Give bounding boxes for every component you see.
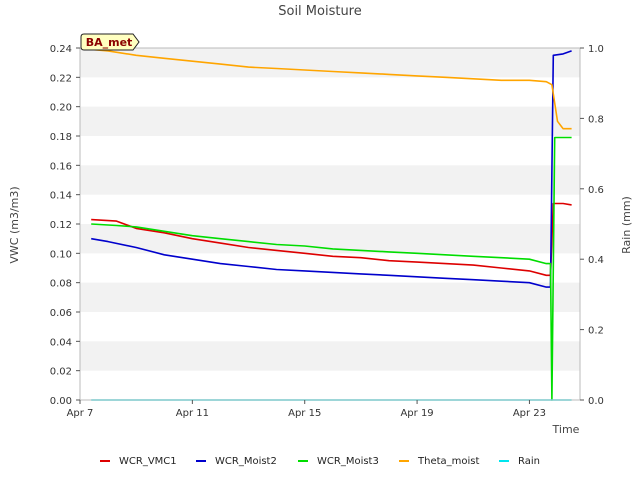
grid-band: [80, 341, 580, 371]
y-tick-label: 0.22: [50, 73, 72, 84]
y-tick-label: 0.20: [50, 103, 72, 114]
legend: WCR_VMC1 WCR_Moist2 WCR_Moist3 Theta_moist R…: [100, 456, 540, 467]
legend-label: WCR_Moist3: [317, 456, 379, 467]
legend-label: WCR_VMC1: [119, 456, 177, 467]
y2-tick-label: 0.4: [588, 255, 604, 266]
y-tick-label: 0.24: [50, 44, 72, 55]
y-tick-label: 0.08: [50, 279, 72, 290]
y2-tick-label: 0.6: [588, 185, 604, 196]
y-axis-left: 0.00 0.02 0.04 0.06 0.08 0.10 0.12 0.14 0.16 0.18…: [50, 44, 80, 407]
series-line-theta-moist: [91, 48, 572, 130]
legend-label: Rain: [518, 456, 540, 467]
y-tick-label: 0.06: [50, 308, 72, 319]
y2-tick-label: 1.0: [588, 44, 604, 55]
y-tick-label: 0.02: [50, 367, 72, 378]
series-line-wcr-moist2: [91, 50, 572, 288]
x-tick-label: Apr 23: [513, 408, 546, 419]
y2-tick-label: 0.0: [588, 396, 604, 407]
y-tick-label: 0.18: [50, 132, 72, 143]
y-tick-label: 0.16: [50, 161, 72, 172]
y-tick-label: 0.10: [50, 249, 72, 260]
x-tick-label: Apr 11: [176, 408, 209, 419]
x-tick-label: Apr 15: [288, 408, 321, 419]
grid-bands: [80, 48, 580, 371]
x-axis-label: Time: [552, 423, 580, 436]
series-layer: [91, 48, 572, 401]
grid-band: [80, 106, 580, 136]
legend-label: WCR_Moist2: [215, 456, 277, 467]
y-tick-label: 0.00: [50, 396, 72, 407]
y2-axis-label: Rain (mm): [620, 196, 633, 254]
site-badge-label: BA_met: [86, 36, 133, 49]
y-tick-label: 0.04: [50, 337, 72, 348]
legend-label: Theta_moist: [417, 456, 479, 467]
x-tick-label: Apr 19: [400, 408, 433, 419]
chart-title: Soil Moisture: [278, 4, 362, 19]
y-axis-right: 0.0 0.2 0.4 0.6 0.8 1.0: [580, 44, 604, 407]
series-line-wcr-vmc1: [91, 202, 572, 277]
y-tick-label: 0.12: [50, 220, 72, 231]
site-badge: BA_met: [80, 33, 140, 51]
grid-band: [80, 282, 580, 312]
y2-tick-label: 0.8: [588, 114, 604, 125]
x-tick-label: Apr 7: [67, 408, 94, 419]
grid-band: [80, 48, 580, 78]
y-axis-label: VWC (m3/m3): [8, 186, 21, 263]
y2-tick-label: 0.2: [588, 326, 604, 337]
site-badge-box: [80, 33, 140, 51]
series-line-wcr-moist3: [91, 136, 572, 401]
y-tick-label: 0.14: [50, 191, 72, 202]
grid-band: [80, 165, 580, 195]
x-axis: Apr 7 Apr 11 Apr 15 Apr 19 Apr 23: [67, 400, 546, 419]
